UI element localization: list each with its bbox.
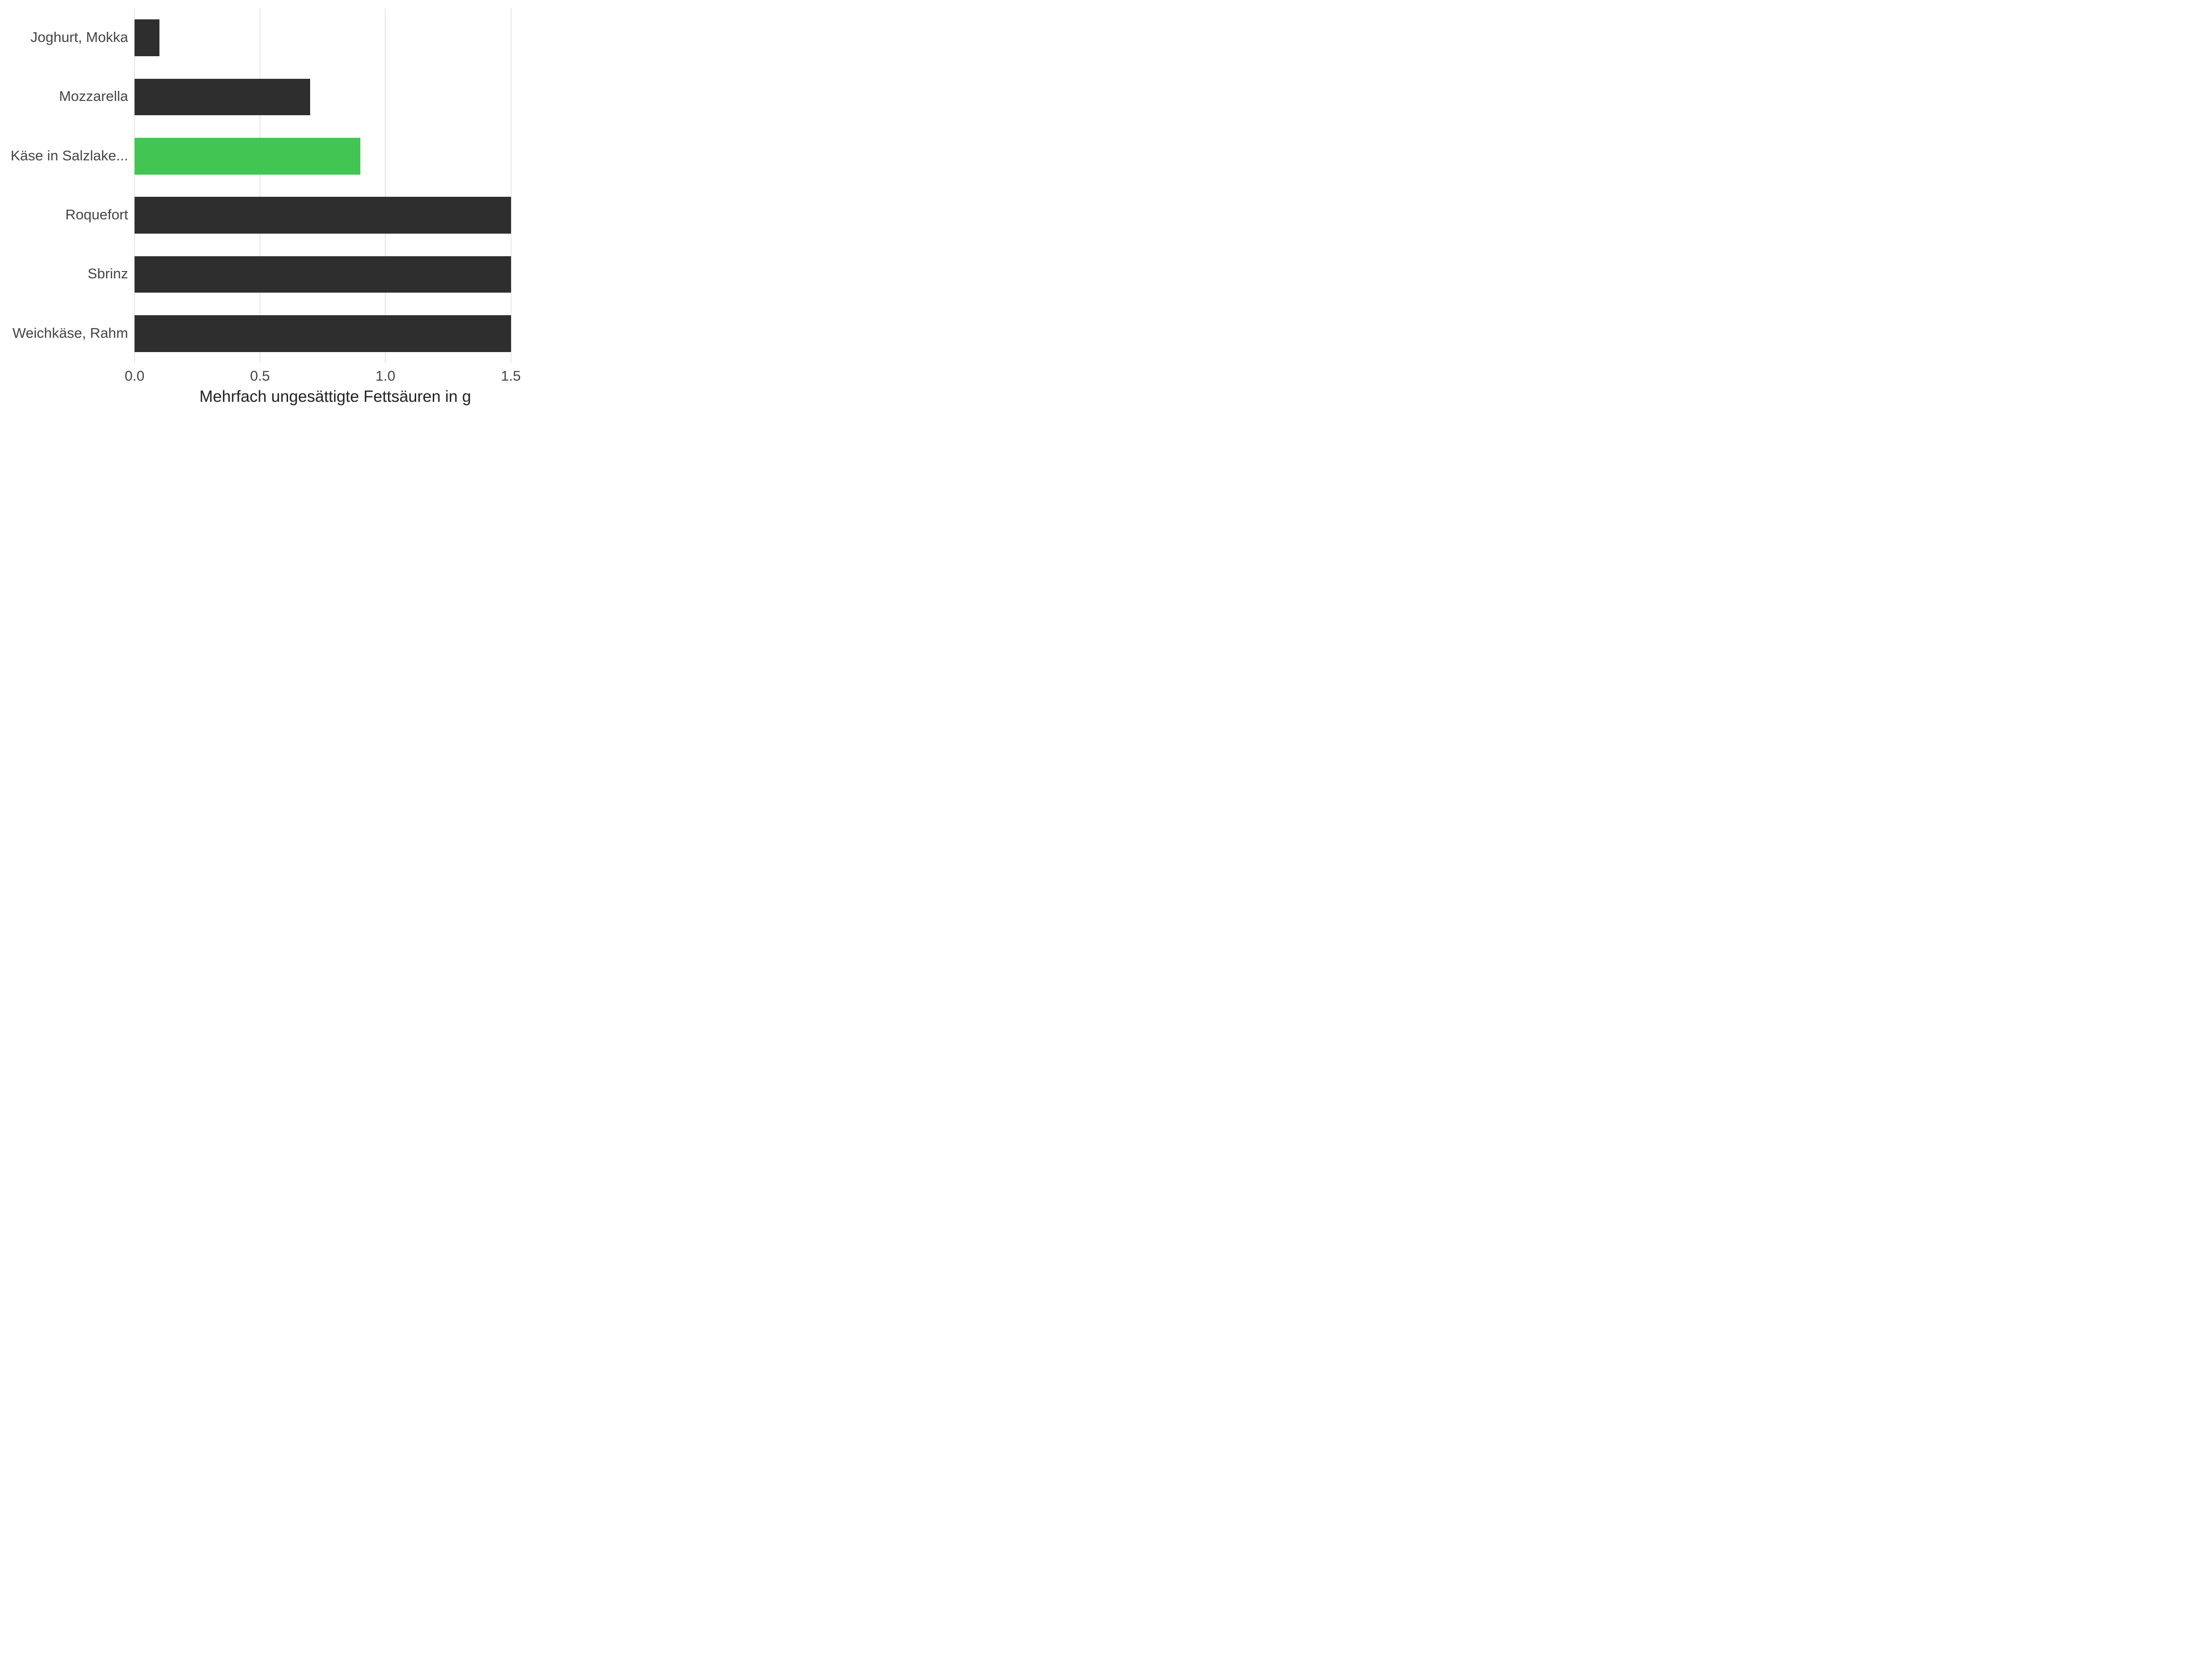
- gridline: [134, 8, 135, 363]
- plot-area: [135, 8, 536, 363]
- y-category-label: Roquefort: [65, 206, 128, 223]
- bar: [135, 197, 511, 234]
- x-axis-title: Mehrfach ungesättigte Fettsäuren in g: [200, 388, 471, 406]
- bar: [135, 256, 511, 293]
- bar: [135, 19, 159, 56]
- gridline: [385, 8, 386, 363]
- bar: [135, 79, 310, 116]
- y-category-label: Joghurt, Mokka: [30, 29, 128, 46]
- gridline: [511, 8, 512, 363]
- y-category-label: Weichkäse, Rahm: [12, 325, 128, 341]
- x-tick-label: 1.0: [376, 368, 395, 384]
- bar: [135, 138, 360, 175]
- y-category-label: Mozzarella: [59, 88, 128, 105]
- x-tick-label: 0.5: [250, 368, 270, 384]
- bar: [135, 315, 511, 352]
- y-category-label: Käse in Salzlake...: [11, 147, 128, 164]
- y-category-label: Sbrinz: [88, 265, 128, 282]
- gridline: [259, 8, 260, 363]
- x-tick-label: 1.5: [501, 368, 521, 384]
- x-tick-label: 0.0: [124, 368, 144, 384]
- horizontal-bar-chart: Joghurt, Mokka Mozzarella Käse in Salzlake…: [0, 0, 553, 415]
